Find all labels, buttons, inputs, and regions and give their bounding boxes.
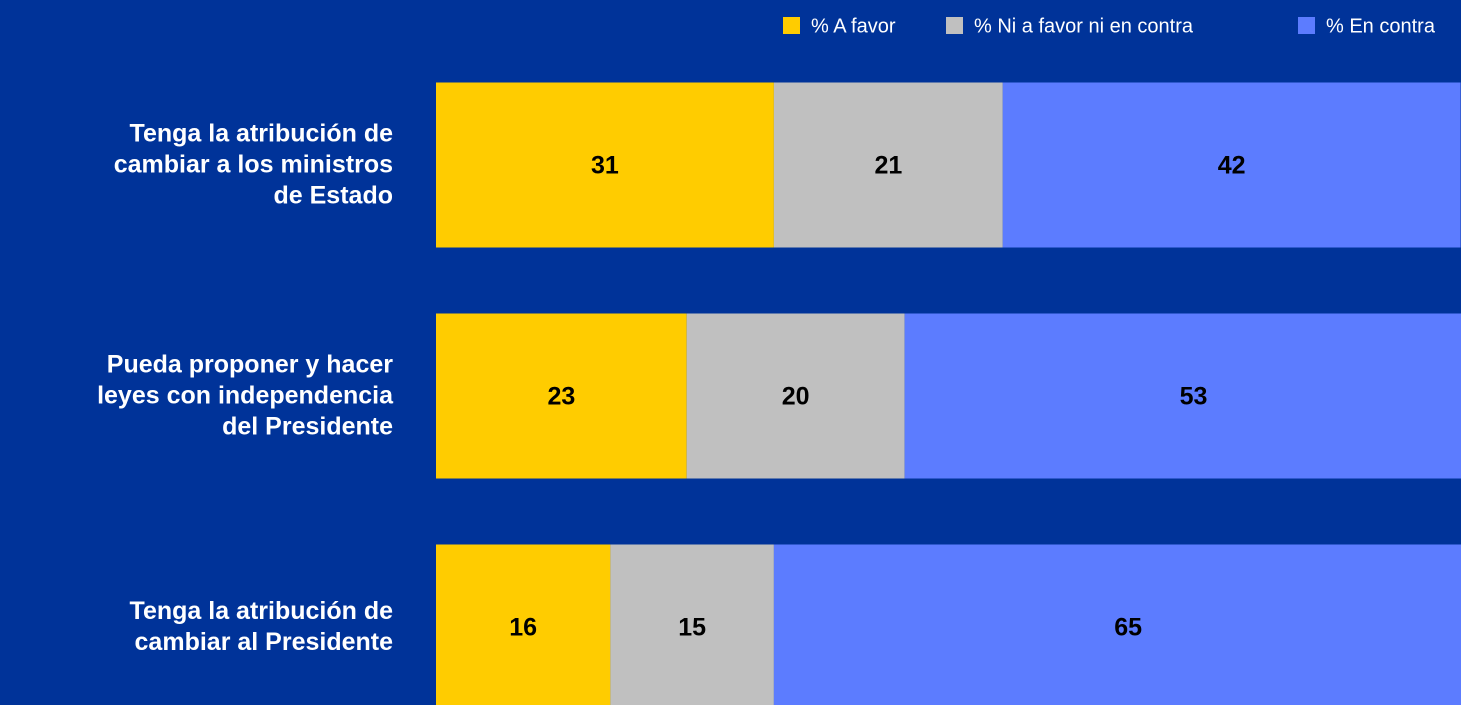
bar-segment [773,544,1461,705]
category-label: Tenga la atribución de cambiar a los min… [113,119,393,210]
legend-label: % Ni a favor ni en contra [974,15,1194,37]
value-label: 21 [874,152,902,180]
value-label: 20 [782,383,810,411]
value-label: 53 [1180,383,1208,411]
legend-label: % En contra [1326,15,1436,37]
bar-segment [610,544,774,705]
bar-segment [686,313,905,479]
value-label: 31 [591,152,619,180]
value-label: 23 [547,383,575,411]
value-label: 15 [678,614,706,642]
bar-segment [1002,82,1461,248]
bar-segment [773,82,1003,248]
legend-swatch [1298,17,1315,34]
bar-segment [904,313,1461,479]
value-label: 42 [1218,152,1246,180]
value-label: 65 [1114,614,1142,642]
category-label: Pueda proponer y hacer leyes con indepen… [97,350,393,441]
legend-label: % A favor [811,15,896,37]
value-label: 16 [509,614,537,642]
bar-segment [436,544,611,705]
legend-swatch [946,17,963,34]
category-label: Tenga la atribución de cambiar al Presid… [129,597,393,656]
legend-swatch [783,17,800,34]
bar-segment [436,82,774,248]
bar-segment [436,313,687,479]
